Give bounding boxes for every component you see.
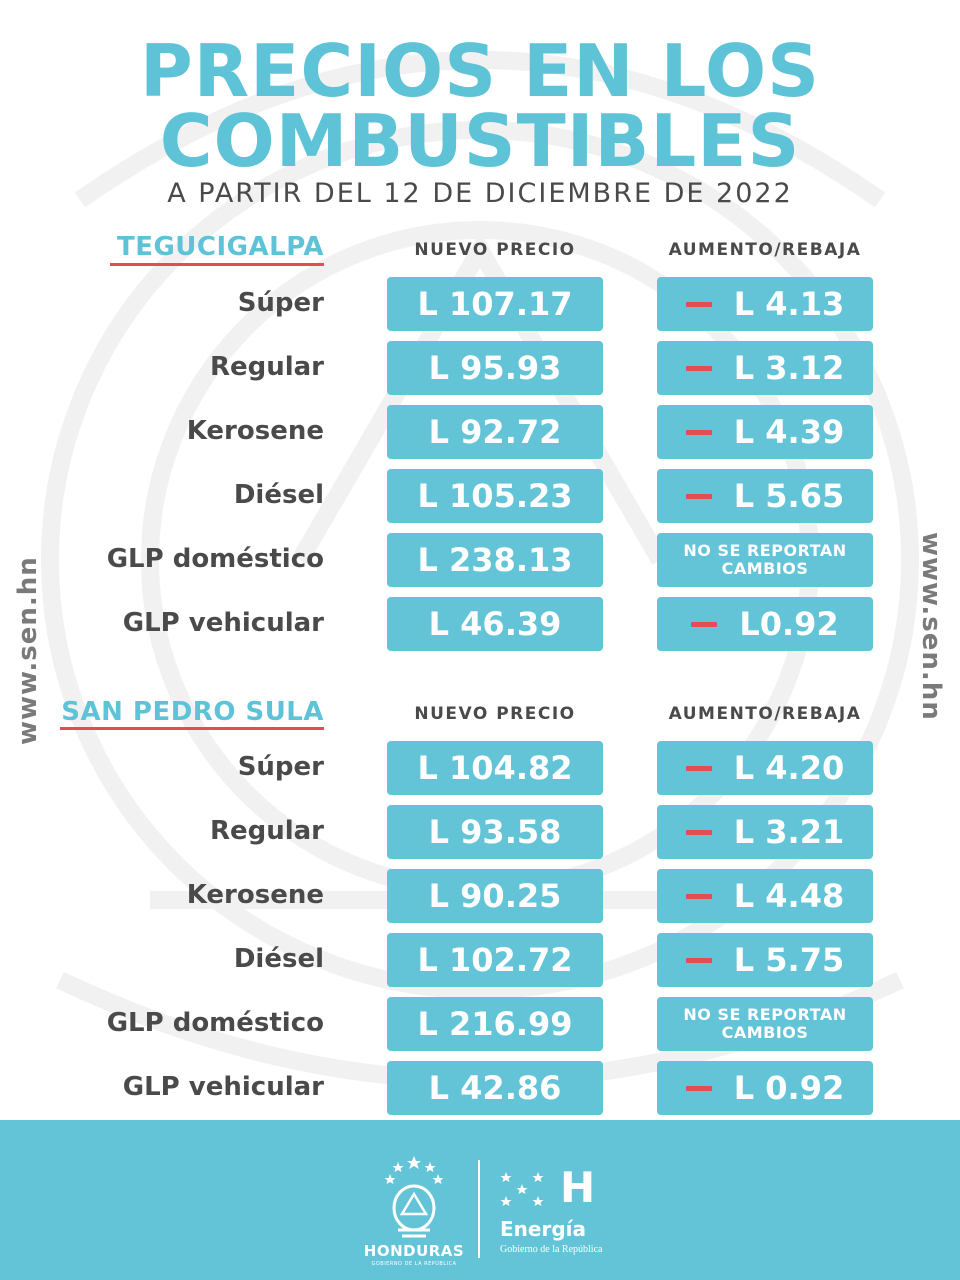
change-value: L 4.39 <box>733 413 845 451</box>
decrease-dash-icon <box>685 957 712 963</box>
change-box: L 0.92 <box>657 1061 873 1115</box>
decrease-dash-icon <box>691 621 718 627</box>
price-box: L 216.99 <box>387 997 603 1051</box>
price-box: L 46.39 <box>387 597 603 651</box>
no-change-line-2: CAMBIOS <box>721 559 809 578</box>
change-value: L 4.13 <box>733 285 845 323</box>
change-box: L 3.21 <box>657 805 873 859</box>
five-stars-icon <box>500 1172 544 1206</box>
price-box: L 42.86 <box>387 1061 603 1115</box>
footer-logo-honduras: HONDURAS <box>363 1242 465 1260</box>
city-underline <box>60 727 324 730</box>
product-label: GLP doméstico <box>106 544 324 574</box>
price-box: L 107.17 <box>387 277 603 331</box>
no-change-line-1: NO SE REPORTAN <box>683 541 847 560</box>
effective-date-subtitle: A PARTIR DEL 12 DE DICIEMBRE DE 2022 <box>167 178 793 209</box>
decrease-dash-icon <box>685 365 712 371</box>
change-box: L0.92 <box>657 597 873 651</box>
price-box: L 92.72 <box>387 405 603 459</box>
column-header-price: NUEVO PRECIO <box>414 240 576 260</box>
change-value: L 4.20 <box>733 749 845 787</box>
no-change-line-2: CAMBIOS <box>721 1023 809 1042</box>
change-value: L 5.65 <box>733 477 845 515</box>
page-title-line-2: COMBUSTIBLES <box>159 99 801 183</box>
column-header-change: AUMENTO/REBAJA <box>668 240 862 260</box>
side-url-right[interactable]: www.sen.hn <box>916 532 946 721</box>
column-header-change: AUMENTO/REBAJA <box>668 704 862 724</box>
city-underline <box>110 263 324 266</box>
footer-bar <box>0 1120 960 1280</box>
footer-logo-honduras-sub: GOBIERNO DE LA REPÚBLICA <box>371 1261 457 1267</box>
decrease-dash-icon <box>685 301 712 307</box>
change-value: L 0.92 <box>733 1069 845 1107</box>
price-box: L 105.23 <box>387 469 603 523</box>
price-box: L 90.25 <box>387 869 603 923</box>
product-label: Súper <box>237 752 324 782</box>
product-label: Regular <box>209 816 324 846</box>
product-label: GLP vehicular <box>122 1072 324 1102</box>
no-change-box: NO SE REPORTAN CAMBIOS <box>657 997 873 1051</box>
price-box: L 93.58 <box>387 805 603 859</box>
change-box: L 5.75 <box>657 933 873 987</box>
footer-logo-energia: Energía <box>500 1217 586 1241</box>
price-box: L 104.82 <box>387 741 603 795</box>
energia-h-logo: H <box>560 1163 596 1212</box>
footer-divider <box>478 1160 480 1258</box>
change-box: L 4.20 <box>657 741 873 795</box>
change-value: L0.92 <box>739 605 839 643</box>
product-label: Regular <box>209 352 324 382</box>
decrease-dash-icon <box>685 829 712 835</box>
product-label: Diésel <box>233 480 324 510</box>
city-heading-tegucigalpa: TEGUCIGALPA <box>116 232 324 262</box>
change-box: L 4.13 <box>657 277 873 331</box>
decrease-dash-icon <box>685 1085 712 1091</box>
change-value: L 4.48 <box>733 877 845 915</box>
change-value: L 5.75 <box>733 941 845 979</box>
change-box: L 3.12 <box>657 341 873 395</box>
change-box: L 4.48 <box>657 869 873 923</box>
decrease-dash-icon <box>685 493 712 499</box>
city-heading-san-pedro-sula: SAN PEDRO SULA <box>61 697 324 727</box>
honduras-coat-of-arms-icon <box>384 1156 444 1238</box>
price-box: L 102.72 <box>387 933 603 987</box>
page-title-line-1: PRECIOS EN LOS <box>139 29 821 113</box>
no-change-box: NO SE REPORTAN CAMBIOS <box>657 533 873 587</box>
price-box: L 238.13 <box>387 533 603 587</box>
product-label: Kerosene <box>186 416 324 446</box>
decrease-dash-icon <box>685 765 712 771</box>
change-box: L 5.65 <box>657 469 873 523</box>
change-box: L 4.39 <box>657 405 873 459</box>
change-value: L 3.21 <box>733 813 845 851</box>
product-label: GLP vehicular <box>122 608 324 638</box>
no-change-line-1: NO SE REPORTAN <box>683 1005 847 1024</box>
decrease-dash-icon <box>685 893 712 899</box>
column-header-price: NUEVO PRECIO <box>414 704 576 724</box>
product-label: Diésel <box>233 944 324 974</box>
change-value: L 3.12 <box>733 349 845 387</box>
footer-logo-energia-sub: Gobierno de la República <box>500 1244 603 1255</box>
price-box: L 95.93 <box>387 341 603 395</box>
product-label: Súper <box>237 288 324 318</box>
product-label: GLP doméstico <box>106 1008 324 1038</box>
product-label: Kerosene <box>186 880 324 910</box>
decrease-dash-icon <box>685 429 712 435</box>
